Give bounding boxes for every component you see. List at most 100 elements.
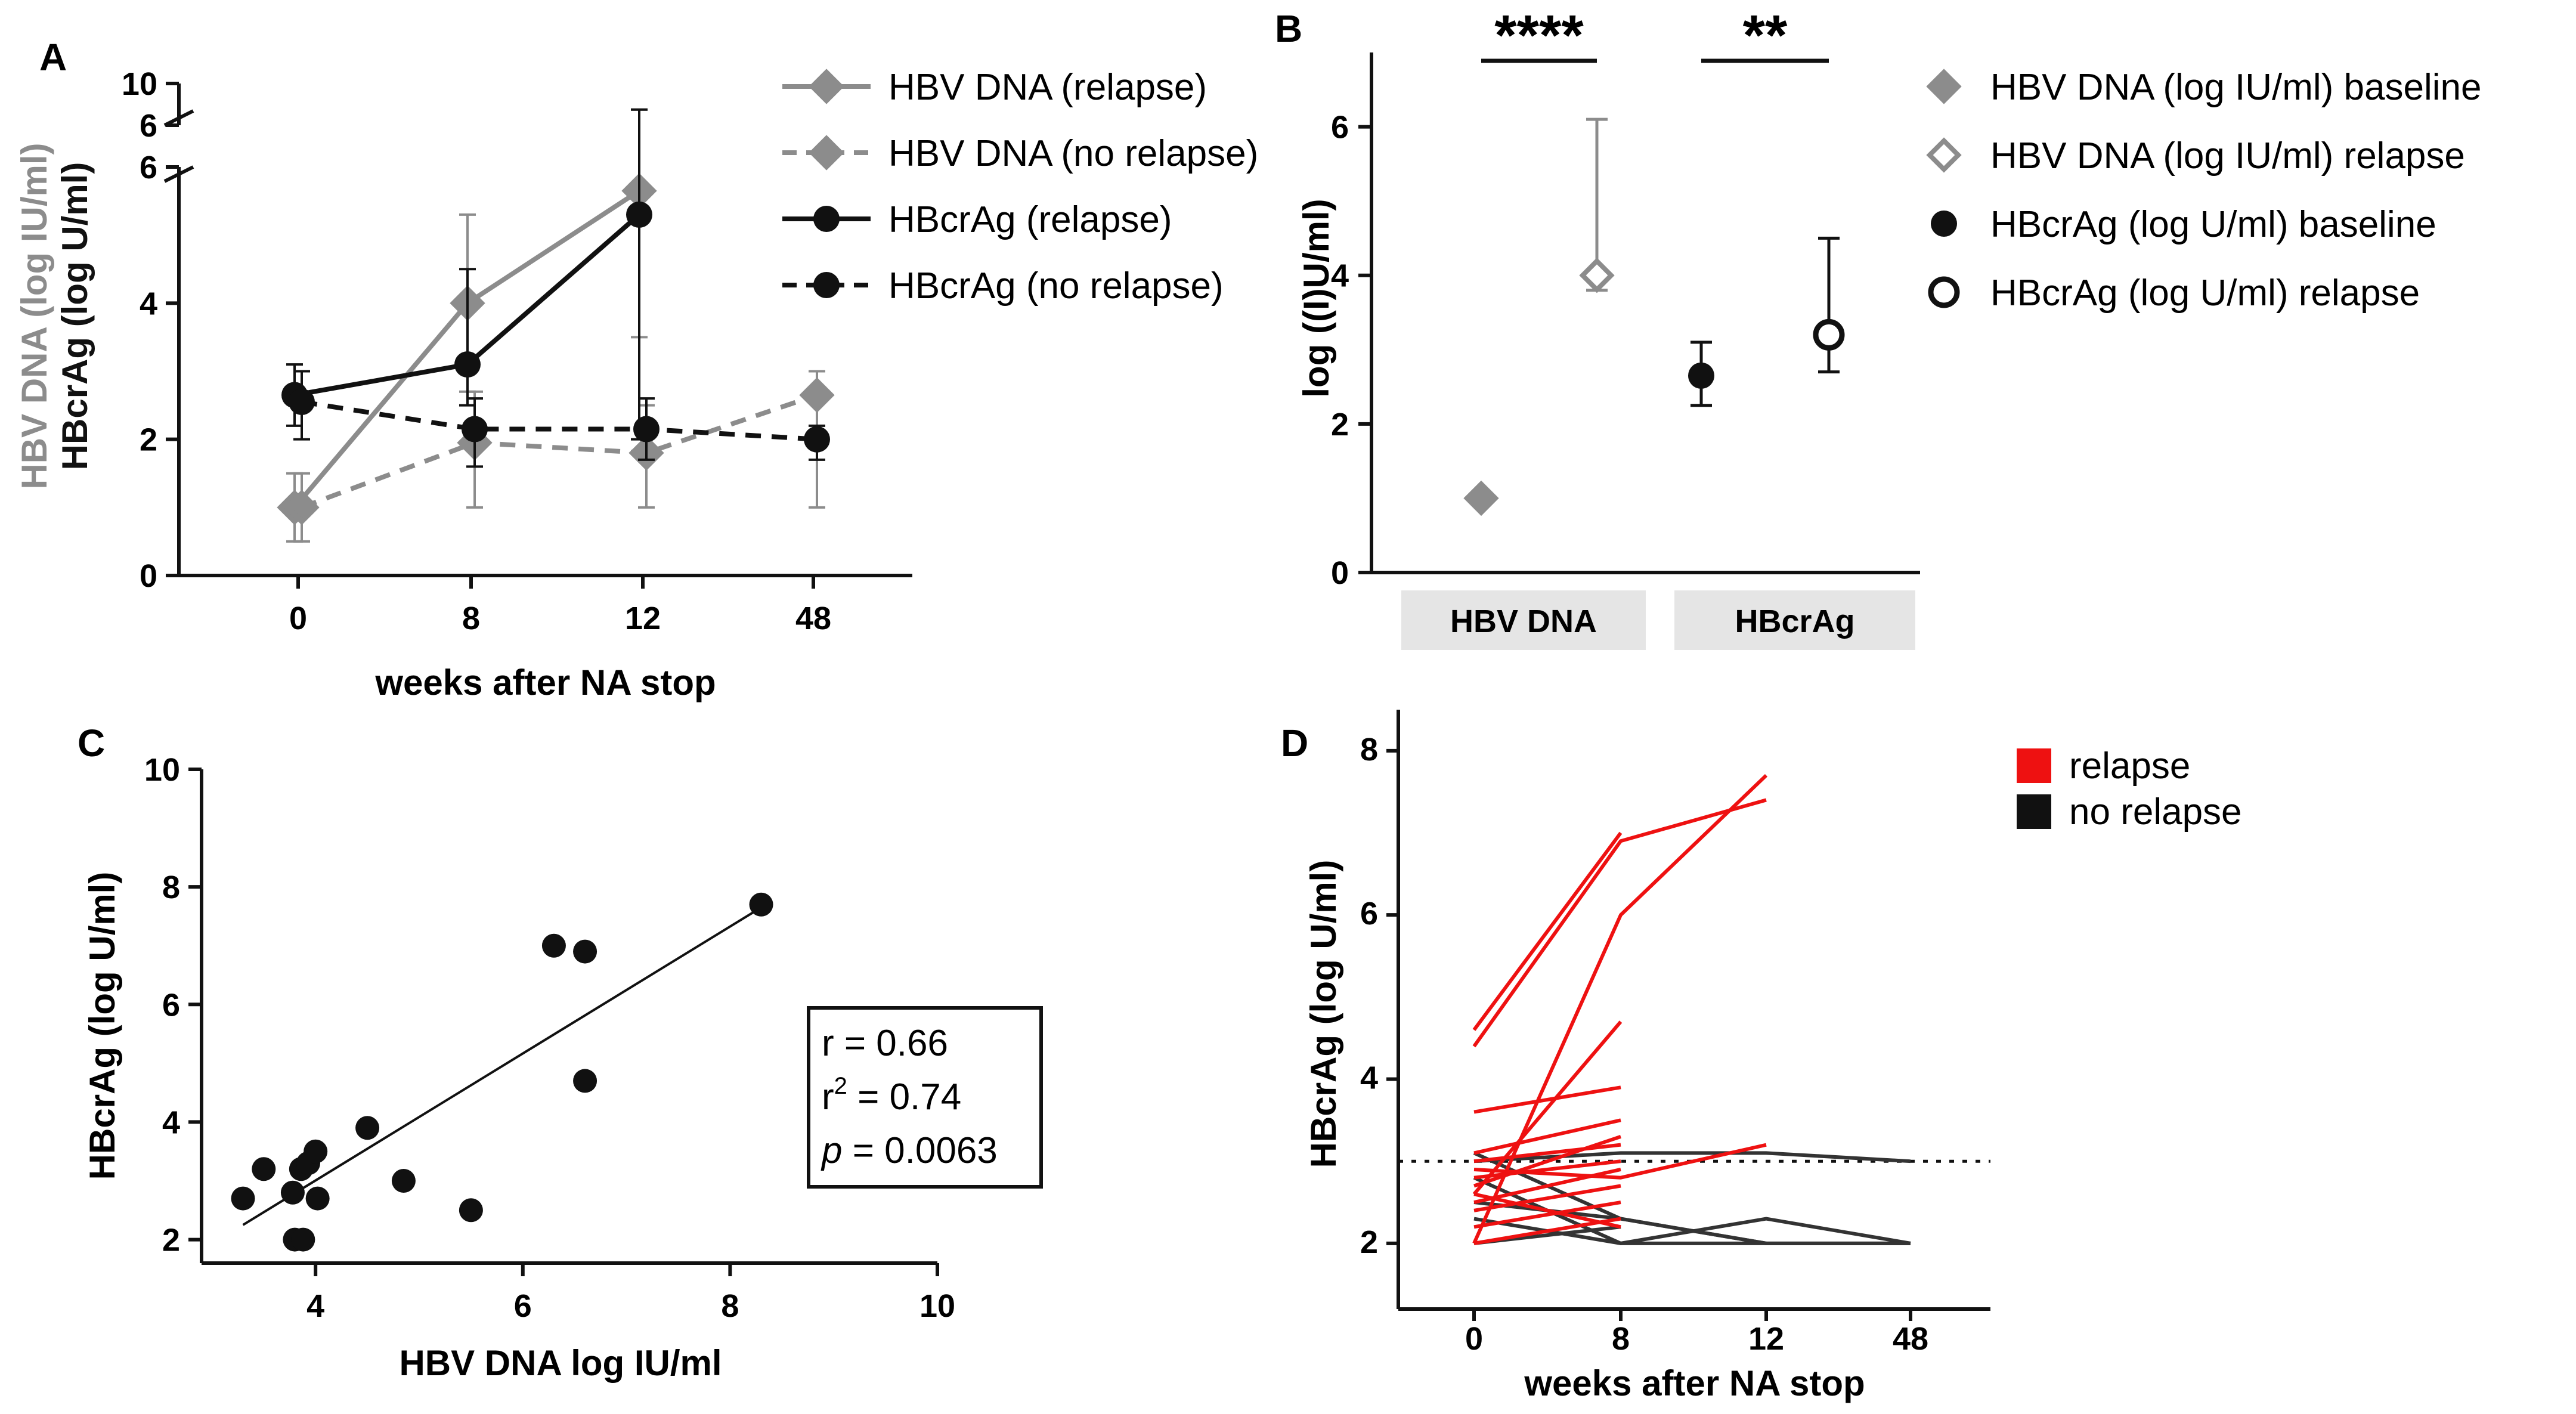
panel-d: D 2 4 6 8 0 8 12 48 weeks after NA stop HBcrAg (lo… [1281, 710, 2242, 1403]
stats-box-frame [807, 1006, 1043, 1189]
panel-a-y-label-hbv-dna: HBV DNA (log IU/ml) [14, 143, 54, 489]
stats-r2-exponent: 2 [834, 1073, 847, 1099]
panel-a-series-line [301, 392, 818, 510]
panel-d-y-tick-label: 8 [1360, 732, 1378, 768]
legend-marker-diamond [809, 135, 844, 171]
panel-b-point-0 [1463, 480, 1499, 516]
panel-d-subject-line [1473, 1135, 1621, 1188]
panel-a-x-tick-label: 8 [462, 601, 480, 636]
panel-c-y-tick-label: 4 [162, 1104, 180, 1140]
panel-c-point [541, 933, 566, 958]
panel-d-x-tick-label: 12 [1748, 1321, 1784, 1357]
panel-b-category-box [1401, 590, 1646, 650]
panel-a: A 0 2 4 6 6 10 0 8 12 48 weeks after NA stop HBV DNA… [14, 36, 1258, 703]
panel-c-regression-line [242, 906, 762, 1226]
panel-a-series-line [301, 399, 818, 442]
panel-c-y-tick-label: 10 [144, 752, 180, 788]
panel-d-subject-line [1473, 1151, 1911, 1164]
panel-b-letter: B [1275, 7, 1302, 50]
panel-d-x-tick-label: 0 [1465, 1321, 1483, 1357]
panel-c-y-tick-label: 8 [162, 870, 180, 905]
legend-label: HBcrAg (log U/ml) relapse [1990, 273, 2420, 314]
panel-a-series-1 [284, 370, 835, 543]
legend-marker-diamond [1926, 137, 1962, 173]
panel-c-x-tick-label: 10 [919, 1288, 955, 1324]
panel-c-x-tick-label: 6 [514, 1288, 532, 1324]
panel-d-x-tick-label: 48 [1893, 1321, 1928, 1357]
panel-c-letter: C [78, 722, 105, 765]
stats-p-symbol: p [821, 1130, 842, 1171]
panel-a-marker-circle [626, 201, 652, 228]
panel-a-marker-circle [633, 416, 660, 443]
panel-c-point [304, 1139, 328, 1164]
panel-c-x-tick-label: 8 [721, 1288, 739, 1324]
panel-a-legend: HBV DNA (relapse) HBV DNA (no relapse) HBc… [782, 67, 1258, 307]
panel-a-series-2 [281, 108, 652, 441]
panel-b-error-bar [1818, 236, 1840, 374]
panel-d-subject-line [1473, 1118, 1621, 1155]
legend-label: no relapse [2069, 791, 2242, 833]
panel-d-y-tick-label: 6 [1360, 896, 1378, 932]
legend-label: HBV DNA (no relapse) [888, 133, 1258, 174]
panel-b-legend: HBV DNA (log IU/ml) baseline HBV DNA (log… [1926, 67, 2482, 314]
legend-label: HBcrAg (log U/ml) baseline [1990, 204, 2436, 245]
panel-a-series-3 [289, 370, 830, 468]
panel-c-point [280, 1180, 305, 1205]
panel-d-x-tick-label: 8 [1612, 1321, 1630, 1357]
legend-label: HBV DNA (log IU/ml) relapse [1990, 135, 2465, 177]
panel-d-letter: D [1281, 722, 1308, 765]
stats-r: r = 0.66 [822, 1023, 948, 1064]
panel-d-subject-line [1473, 1143, 1621, 1164]
legend-swatch [2017, 748, 2051, 783]
panel-b-marker-diamond [1579, 258, 1615, 293]
panel-c-y-label: HBcrAg (log U/ml) [82, 872, 122, 1180]
panel-a-y-tick-label-upper: 6 [140, 108, 157, 144]
panel-a-y-tick-label: 6 [140, 150, 157, 185]
panel-d-subject-line [1473, 1085, 1621, 1114]
panel-a-y-tick-label: 4 [140, 286, 157, 321]
legend-label: HBV DNA (relapse) [888, 67, 1207, 108]
panel-d-subject-line [1472, 798, 1767, 1048]
panel-d-subject-line [1473, 1200, 1621, 1229]
panel-d-x-axis-label: weeks after NA stop [1524, 1363, 1865, 1403]
panel-c-point [231, 1186, 255, 1211]
panel-d-subject-line [1473, 1143, 1767, 1180]
panel-c-x-tick-label: 4 [306, 1288, 324, 1324]
panel-c-y-tick-label: 6 [162, 987, 180, 1023]
panel-a-error-bar [631, 108, 648, 441]
panel-a-marker-circle [289, 388, 315, 415]
legend-swatch [2017, 794, 2051, 829]
panel-a-x-tick-label: 0 [289, 601, 307, 636]
panel-a-y-label-hbcrag: HBcrAg (log U/ml) [55, 162, 95, 471]
panel-b-y-label: log ((I)U/ml) [1296, 199, 1336, 397]
legend-label: HBcrAg (relapse) [888, 199, 1172, 240]
legend-label: HBcrAg (no relapse) [888, 265, 1224, 307]
stats-p: p = 0.0063 [821, 1130, 998, 1171]
legend-marker-circle [813, 272, 840, 298]
panel-a-marker-circle [454, 351, 481, 378]
panel-b-y-tick-label: 6 [1331, 110, 1349, 146]
legend-marker-circle [813, 206, 840, 232]
panel-c-point [291, 1227, 315, 1252]
panel-a-x-tick-label: 48 [795, 601, 831, 636]
panel-c-point [573, 1069, 597, 1093]
panel-a-marker-diamond [284, 490, 320, 525]
panel-d-subject-line [1473, 1159, 1621, 1180]
panel-b-category-label: HBV DNA [1450, 604, 1597, 639]
panel-d-y-label: HBcrAg (log U/ml) [1304, 860, 1343, 1168]
panel-b-marker-circle [1813, 318, 1845, 351]
panel-c: C 2 4 6 8 10 4 6 8 10 HBV DNA log IU/ml HBcrAg (log… [78, 722, 1043, 1383]
panel-c-point [459, 1198, 483, 1223]
panel-c-point [391, 1169, 416, 1193]
stats-r2-prefix: r [822, 1076, 834, 1118]
panel-a-marker-diamond [799, 377, 835, 413]
panel-d-subject-line [1473, 1192, 1621, 1229]
panel-c-point [573, 939, 597, 964]
panel-b-point-3 [1813, 236, 1845, 374]
panel-b-y-tick-label: 0 [1331, 555, 1349, 591]
panel-a-marker-circle [462, 416, 488, 443]
legend-marker-circle [1928, 276, 1960, 308]
